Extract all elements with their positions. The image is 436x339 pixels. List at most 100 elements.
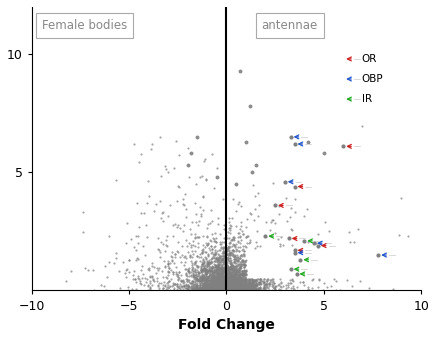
Point [241,259,248,265]
Point [289,277,296,282]
Point [230,284,237,290]
Point [210,266,217,271]
Point [223,278,230,283]
Point [221,287,228,293]
Point [218,285,225,290]
Point [229,283,236,288]
Point [218,266,225,272]
Point [214,277,221,283]
Point [250,281,257,287]
Point [238,282,245,287]
Point [220,287,227,292]
Point [222,276,229,281]
Point [217,282,224,287]
Point [203,277,210,283]
Point [228,280,235,285]
Point [204,262,211,268]
Point [228,277,235,282]
Point [206,278,213,284]
Point [227,281,234,286]
Point [206,282,213,287]
Point [240,271,247,276]
Point [191,266,198,272]
Point [214,267,221,273]
Point [236,285,243,291]
Point [241,268,248,274]
Point [188,280,195,286]
Point [221,261,228,266]
Point [310,277,317,282]
Point [225,278,232,283]
Point [222,283,229,288]
Point [228,263,235,268]
Point [231,278,238,284]
Point [248,283,255,288]
Point [228,262,235,267]
Point [204,281,211,287]
Point [139,271,146,276]
Point [175,284,182,290]
Point [230,285,237,291]
Point [208,286,215,292]
Point [198,267,205,273]
Point [209,282,216,287]
Point [230,282,237,287]
Point [226,282,233,287]
Point [252,285,259,291]
Point [164,273,171,278]
Point [192,284,199,290]
Point [219,259,226,265]
Point [231,279,238,284]
Point [230,275,237,280]
Point [232,261,239,266]
Point [236,284,243,289]
Point [224,283,231,289]
Point [240,243,247,248]
Point [245,286,252,291]
Point [240,246,247,252]
Point [225,270,232,276]
Point [233,282,240,288]
Point [240,280,247,285]
Point [239,285,246,291]
Point [188,283,195,288]
Point [217,288,224,293]
Point [237,286,244,292]
Point [144,179,151,184]
Point [211,261,218,266]
Point [224,276,231,282]
Point [208,275,215,280]
Point [250,278,257,283]
Point [207,260,214,265]
Point [308,285,315,291]
Point [211,281,218,286]
Point [219,266,226,271]
Point [155,283,162,288]
Point [240,264,247,270]
Point [249,282,256,287]
Point [226,239,233,244]
Point [217,271,224,277]
Point [164,169,171,175]
Point [214,287,221,293]
Point [220,273,227,278]
Point [158,173,165,178]
Point [206,282,213,288]
Point [205,286,212,291]
Point [231,274,238,279]
Point [209,287,216,293]
Point [222,282,229,287]
Point [216,262,223,267]
Point [239,278,246,283]
Point [210,285,217,291]
Point [219,197,226,202]
Point [264,278,271,283]
Point [230,283,237,288]
Point [230,283,237,288]
Point [228,286,235,292]
Point [235,248,242,253]
Point [213,282,220,287]
Point [221,268,228,273]
Point [227,277,234,282]
Point [211,243,218,249]
